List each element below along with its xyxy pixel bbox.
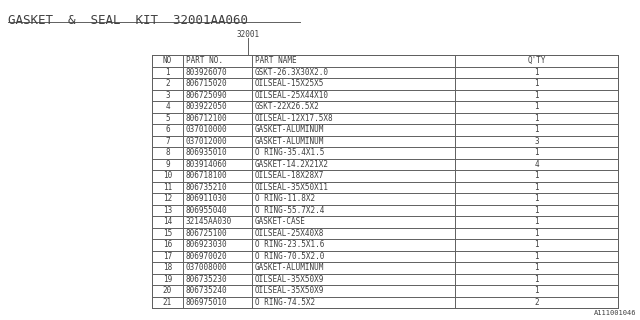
Text: 1: 1: [534, 68, 539, 77]
Text: 806923030: 806923030: [186, 240, 228, 249]
Text: GASKET-ALUMINUM: GASKET-ALUMINUM: [255, 125, 324, 134]
Text: 1: 1: [534, 91, 539, 100]
Text: 9: 9: [165, 160, 170, 169]
Text: 14: 14: [163, 217, 172, 226]
Text: 1: 1: [534, 194, 539, 203]
Text: 806735210: 806735210: [186, 183, 228, 192]
Text: 806935010: 806935010: [186, 148, 228, 157]
Text: 806715020: 806715020: [186, 79, 228, 88]
Text: 806975010: 806975010: [186, 298, 228, 307]
Text: 15: 15: [163, 229, 172, 238]
Text: GASKET-14.2X21X2: GASKET-14.2X21X2: [255, 160, 329, 169]
Bar: [152, 55, 618, 308]
Text: 1: 1: [534, 217, 539, 226]
Text: 16: 16: [163, 240, 172, 249]
Text: 13: 13: [163, 206, 172, 215]
Text: 1: 1: [534, 252, 539, 261]
Text: 3: 3: [534, 137, 539, 146]
Text: Q'TY: Q'TY: [527, 56, 546, 65]
Text: PART NO.: PART NO.: [186, 56, 223, 65]
Text: 1: 1: [534, 229, 539, 238]
Text: 17: 17: [163, 252, 172, 261]
Text: 6: 6: [165, 125, 170, 134]
Text: 1: 1: [534, 240, 539, 249]
Text: OILSEAL-35X50X9: OILSEAL-35X50X9: [255, 286, 324, 295]
Text: 806911030: 806911030: [186, 194, 228, 203]
Text: NO: NO: [163, 56, 172, 65]
Text: OILSEAL-25X44X10: OILSEAL-25X44X10: [255, 91, 329, 100]
Text: 1: 1: [534, 114, 539, 123]
Text: GSKT-22X26.5X2: GSKT-22X26.5X2: [255, 102, 320, 111]
Text: 803922050: 803922050: [186, 102, 228, 111]
Text: 5: 5: [165, 114, 170, 123]
Text: PART NAME: PART NAME: [255, 56, 296, 65]
Text: 4: 4: [534, 160, 539, 169]
Text: 8: 8: [165, 148, 170, 157]
Text: 806725100: 806725100: [186, 229, 228, 238]
Text: 803926070: 803926070: [186, 68, 228, 77]
Text: 3: 3: [165, 91, 170, 100]
Text: O RING-74.5X2: O RING-74.5X2: [255, 298, 315, 307]
Text: O RING-70.5X2.0: O RING-70.5X2.0: [255, 252, 324, 261]
Text: 1: 1: [534, 275, 539, 284]
Text: 806725090: 806725090: [186, 91, 228, 100]
Text: 7: 7: [165, 137, 170, 146]
Text: 1: 1: [534, 79, 539, 88]
Text: O RING-55.7X2.4: O RING-55.7X2.4: [255, 206, 324, 215]
Text: 10: 10: [163, 171, 172, 180]
Text: 11: 11: [163, 183, 172, 192]
Text: 037012000: 037012000: [186, 137, 228, 146]
Text: GASKET-ALUMINUM: GASKET-ALUMINUM: [255, 263, 324, 272]
Text: A111001046: A111001046: [593, 310, 636, 316]
Text: 806735230: 806735230: [186, 275, 228, 284]
Text: 806718100: 806718100: [186, 171, 228, 180]
Text: 037008000: 037008000: [186, 263, 228, 272]
Text: GASKET-ALUMINUM: GASKET-ALUMINUM: [255, 137, 324, 146]
Text: 1: 1: [534, 148, 539, 157]
Text: 19: 19: [163, 275, 172, 284]
Text: 1: 1: [534, 286, 539, 295]
Text: 2: 2: [165, 79, 170, 88]
Text: 20: 20: [163, 286, 172, 295]
Text: 32145AA030: 32145AA030: [186, 217, 232, 226]
Text: GASKET  &  SEAL  KIT  32001AA060: GASKET & SEAL KIT 32001AA060: [8, 14, 248, 27]
Text: O RING-35.4X1.5: O RING-35.4X1.5: [255, 148, 324, 157]
Text: 806955040: 806955040: [186, 206, 228, 215]
Bar: [152, 55, 618, 308]
Text: GASKET-CASE: GASKET-CASE: [255, 217, 306, 226]
Text: 4: 4: [165, 102, 170, 111]
Text: 037010000: 037010000: [186, 125, 228, 134]
Text: OILSEAL-15X25X5: OILSEAL-15X25X5: [255, 79, 324, 88]
Text: O RING-11.8X2: O RING-11.8X2: [255, 194, 315, 203]
Text: 806712100: 806712100: [186, 114, 228, 123]
Text: 1: 1: [534, 206, 539, 215]
Text: 12: 12: [163, 194, 172, 203]
Text: OILSEAL-35X50X11: OILSEAL-35X50X11: [255, 183, 329, 192]
Text: GSKT-26.3X30X2.0: GSKT-26.3X30X2.0: [255, 68, 329, 77]
Text: OILSEAL-25X40X8: OILSEAL-25X40X8: [255, 229, 324, 238]
Text: 1: 1: [534, 125, 539, 134]
Text: 2: 2: [534, 298, 539, 307]
Text: 803914060: 803914060: [186, 160, 228, 169]
Text: OILSEAL-12X17.5X8: OILSEAL-12X17.5X8: [255, 114, 333, 123]
Text: 806735240: 806735240: [186, 286, 228, 295]
Text: OILSEAL-35X50X9: OILSEAL-35X50X9: [255, 275, 324, 284]
Text: 1: 1: [165, 68, 170, 77]
Text: 1: 1: [534, 183, 539, 192]
Text: O RING-23.5X1.6: O RING-23.5X1.6: [255, 240, 324, 249]
Text: 21: 21: [163, 298, 172, 307]
Text: 806970020: 806970020: [186, 252, 228, 261]
Text: 1: 1: [534, 102, 539, 111]
Text: 1: 1: [534, 263, 539, 272]
Text: OILSEAL-18X28X7: OILSEAL-18X28X7: [255, 171, 324, 180]
Text: 18: 18: [163, 263, 172, 272]
Text: 1: 1: [534, 171, 539, 180]
Text: 32001: 32001: [236, 30, 260, 39]
